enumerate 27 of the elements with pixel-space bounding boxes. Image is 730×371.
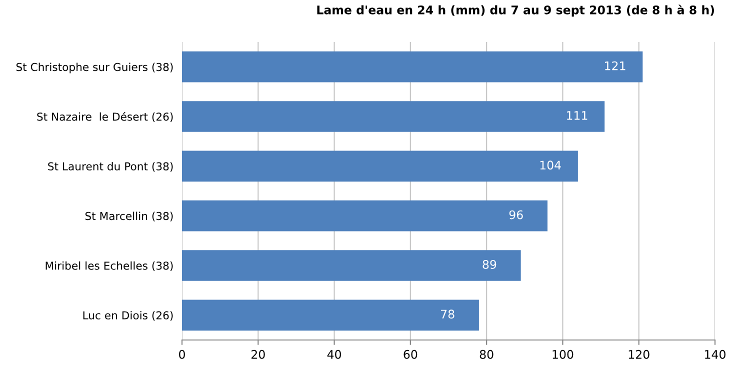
- x-tick-label: 40: [327, 350, 342, 359]
- x-tick-label: 80: [480, 350, 494, 359]
- x-tick-label: 20: [251, 350, 265, 359]
- data-label: 96: [509, 210, 523, 220]
- x-tick-label: 0: [179, 350, 185, 359]
- data-label: 78: [441, 310, 454, 319]
- x-tick-label: 60: [404, 350, 418, 359]
- y-tick-label: Luc en Diois (26): [83, 311, 173, 321]
- y-tick-label: St Laurent du Pont (38): [48, 162, 173, 172]
- y-tick-label: St Marcellin (38): [85, 212, 173, 222]
- data-label: 89: [482, 260, 496, 269]
- bar: [182, 150, 578, 182]
- y-tick-label: St Nazaire le Désert (26): [37, 112, 173, 122]
- y-tick-label: Miribel les Echelles (38): [46, 261, 173, 272]
- data-label: 104: [540, 160, 561, 170]
- chart-title: Lame d'eau en 24 h (mm) du 7 au 9 sept 2013 (de 8 h à 8 h): [317, 4, 714, 17]
- x-tick-label: 100: [552, 350, 574, 359]
- data-label: 121: [605, 61, 626, 70]
- bar: [182, 250, 521, 281]
- x-tick-label: 120: [628, 350, 650, 359]
- data-label: 111: [567, 111, 588, 120]
- bar: [182, 200, 548, 232]
- bar: [182, 51, 643, 82]
- bar: [182, 101, 605, 132]
- x-tick-label: 140: [705, 350, 726, 359]
- bar: [182, 300, 479, 331]
- y-tick-label: St Christophe sur Guiers (38): [16, 62, 173, 74]
